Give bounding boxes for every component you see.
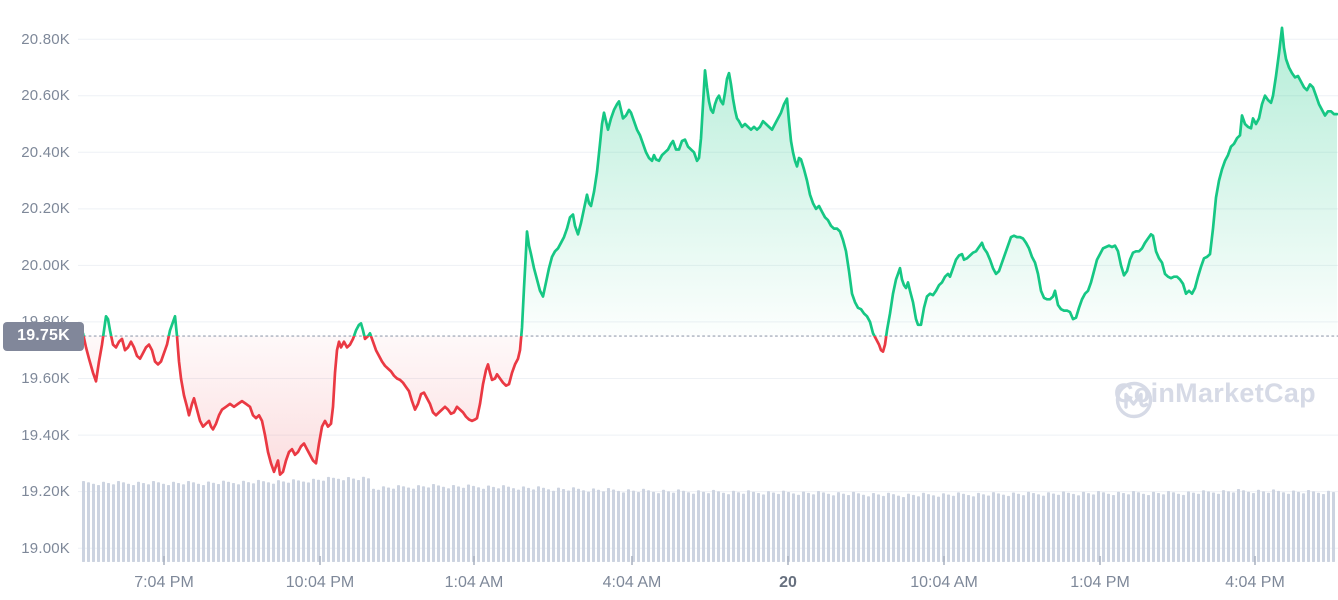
x-axis-label: 10:04 PM (285, 574, 355, 591)
y-axis-label: 19.60K (21, 370, 70, 387)
area-fill-up (83, 27, 1337, 337)
y-axis-label: 20.40K (21, 143, 70, 161)
x-axis-label: 4:04 PM (1225, 574, 1285, 591)
x-axis-label: 1:04 AM (444, 574, 504, 591)
area-fill-down (83, 336, 1337, 475)
y-axis-label: 20.00K (21, 256, 70, 274)
y-axis-label: 20.60K (21, 87, 70, 105)
y-axis-label: 19.40K (21, 426, 70, 444)
x-axis-label: 1:04 PM (1070, 574, 1130, 591)
price-line-down (82, 336, 888, 476)
y-axis-label: 20.20K (21, 200, 70, 218)
price-line-up (81, 26, 1338, 337)
x-axis-label: 4:04 AM (602, 574, 662, 591)
x-axis-label: 7:04 PM (134, 574, 194, 591)
x-axis-label: 20 (779, 574, 797, 591)
y-axis-label: 19.20K (21, 483, 70, 501)
volume-bars (82, 476, 1335, 562)
y-axis-label: 19.00K (21, 539, 70, 557)
x-axis-label: 10:04 AM (910, 574, 978, 591)
baseline-price-badge: 19.75K (3, 321, 84, 351)
y-axis-label: 20.80K (21, 30, 70, 48)
